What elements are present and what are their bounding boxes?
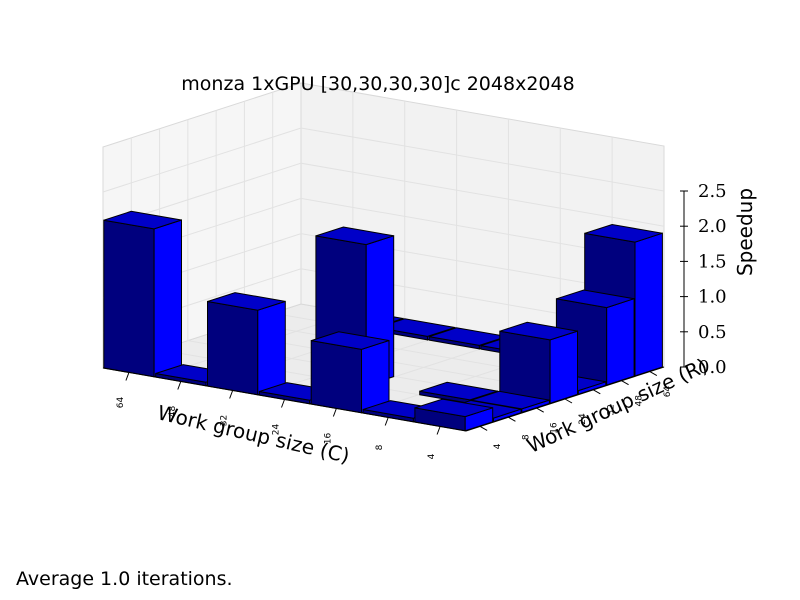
bars [103, 210, 663, 432]
bar-front-face [310, 340, 362, 414]
bar-side-face [257, 300, 286, 396]
iterations-caption: Average 1.0 iterations. [16, 568, 233, 590]
x-tick-label: 24 [272, 424, 282, 436]
y-tick-label: 4 [493, 443, 503, 449]
y-tick [536, 407, 544, 413]
bar-top-face [311, 331, 390, 350]
bar-side-face [153, 219, 182, 378]
bar-top-face [419, 381, 498, 401]
x-tick [332, 408, 337, 417]
bar [207, 292, 286, 396]
z-tick-label: 1.0 [698, 287, 727, 308]
bar [499, 321, 578, 404]
bar-side-face [361, 339, 390, 414]
axes: 6448322416844816243248640.00.51.01.52.02… [102, 181, 727, 459]
x-tick-label: 64 [116, 397, 126, 409]
z-grid-line [102, 162, 665, 228]
bar-top-face [315, 226, 394, 246]
z-tick-label: 0.0 [698, 357, 727, 378]
x-tick [177, 381, 182, 390]
x-tick [281, 399, 285, 408]
y-tick-label: 24 [578, 413, 588, 425]
bar-top-face [499, 321, 578, 341]
x-tick [125, 372, 130, 381]
x-tick-label: 32 [220, 415, 230, 426]
y-tick-label: 48 [635, 395, 645, 407]
x-tick [229, 390, 234, 399]
x-tick [384, 417, 389, 426]
z-tick-label: 0.5 [698, 322, 727, 343]
z-tick-label: 2.0 [698, 216, 727, 237]
y-tick-label: 16 [550, 422, 560, 434]
bar [103, 210, 182, 378]
bar-top-face [556, 289, 635, 309]
bar-top-face [103, 210, 182, 230]
y-tick-label: 32 [606, 404, 616, 415]
x-tick-label: 4 [427, 453, 437, 459]
x-tick [436, 426, 441, 435]
bar-side-face [606, 298, 635, 386]
y-tick [479, 425, 488, 431]
bar-front-face [207, 300, 259, 396]
z-tick-label: 1.5 [698, 251, 727, 272]
bar-top-face [584, 223, 663, 243]
x-axis-label: Work group size (C) [155, 400, 352, 468]
y-tick [564, 398, 573, 404]
y-tick-label: 64 [663, 386, 673, 398]
x-tick-label: 16 [323, 433, 333, 445]
bar-top-face [207, 292, 286, 311]
bar-side-face [634, 232, 663, 377]
bar [414, 398, 494, 432]
x-tick-label: 48 [168, 406, 178, 418]
y-tick [593, 389, 601, 395]
y-tick [621, 380, 629, 386]
z-axis-label: Speedup [733, 188, 757, 276]
bar-top-face [414, 398, 493, 418]
chart-title: monza 1xGPU [30,30,30,30]c 2048x2048 [181, 73, 574, 95]
z-tick-label: 2.5 [698, 181, 727, 202]
y-tick [649, 371, 658, 377]
y-tick [508, 416, 516, 422]
bar-top-face [377, 318, 456, 337]
x-tick-label: 8 [375, 444, 385, 450]
z-grid-line [102, 127, 665, 193]
bar-front-face [103, 219, 155, 378]
bar [310, 331, 390, 414]
y-tick-label: 8 [521, 434, 531, 440]
bar-side-face [549, 330, 578, 404]
